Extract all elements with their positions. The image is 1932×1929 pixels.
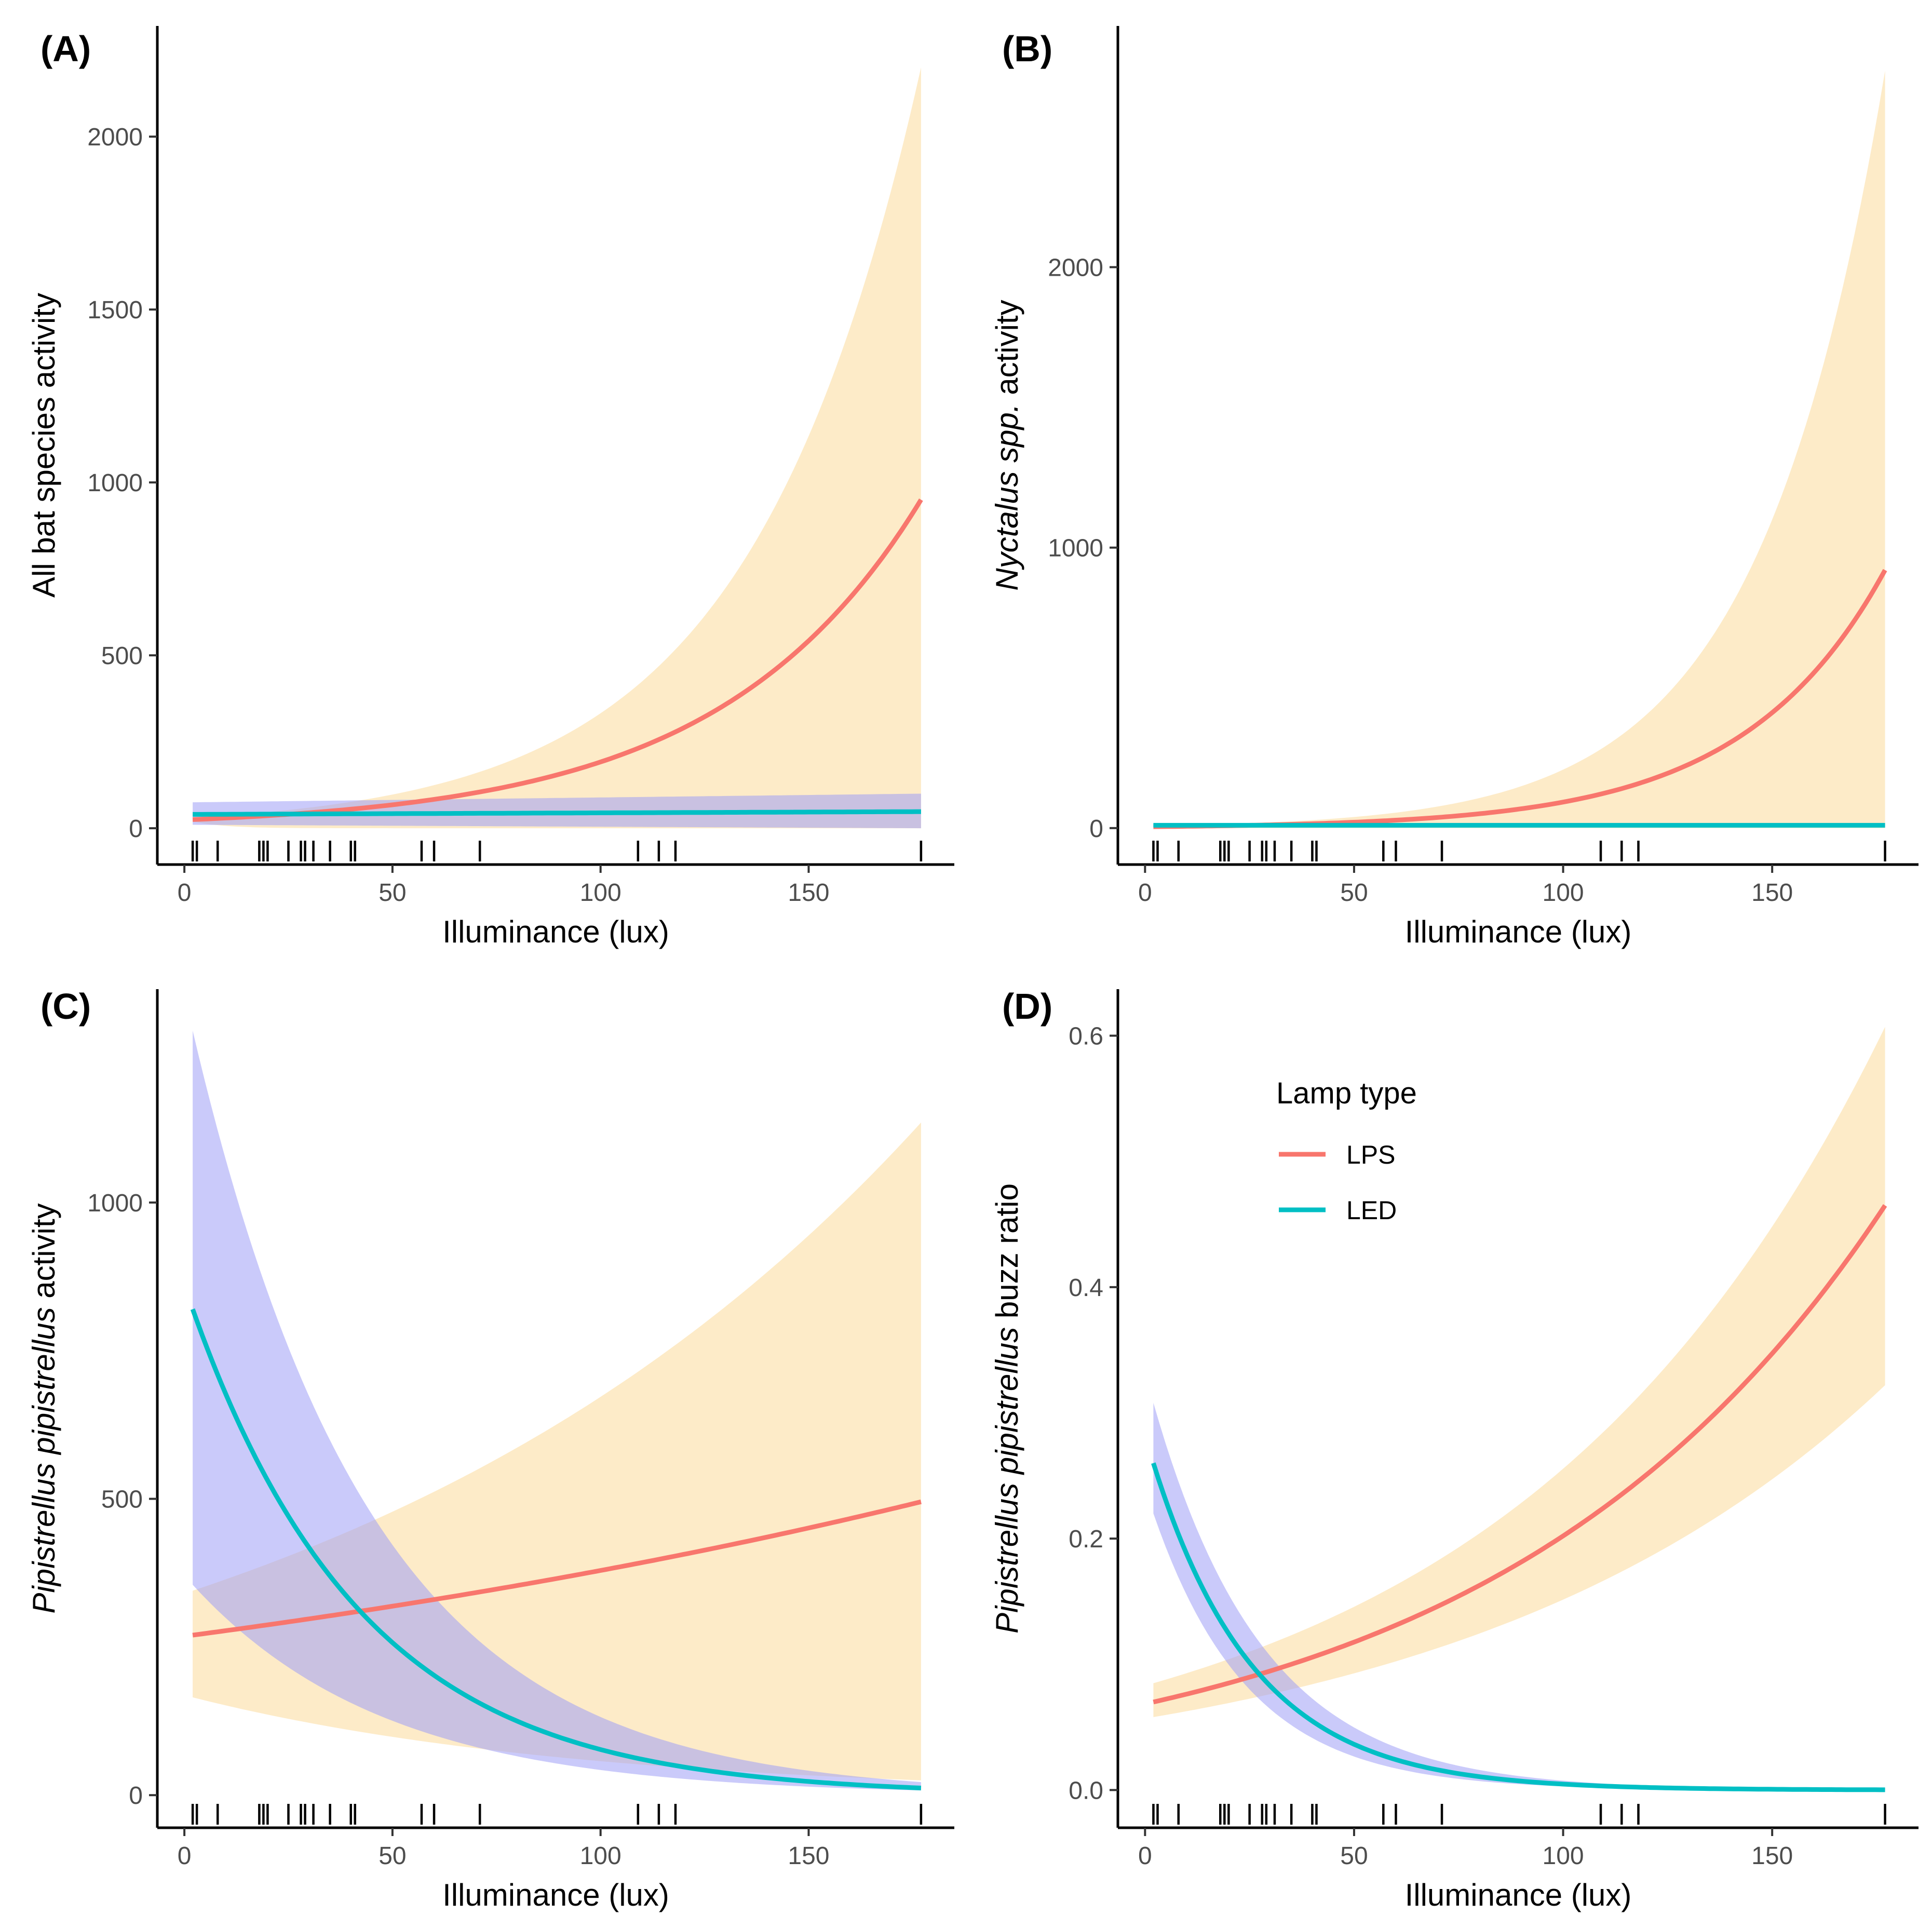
x-tick-label: 50: [1340, 1842, 1368, 1870]
y-tick-label: 0.4: [1069, 1274, 1103, 1302]
y-tick-label: 500: [101, 642, 143, 670]
panel-A: 0 500 1000 1500 2000 0 50 100 150 Illuminance (lu…: [26, 26, 954, 949]
legend-label-led: LED: [1346, 1196, 1397, 1225]
x-axis-title: Illuminance (lux): [442, 1878, 669, 1912]
y-axis-title: Pipistrellus pipistrellus activity: [26, 1203, 61, 1613]
legend-title: Lamp type: [1276, 1076, 1417, 1110]
y-tick-label: 2000: [1048, 254, 1103, 282]
panel-C: 0 500 1000 0 50 100 150 Illuminance (lux) Pipist…: [26, 986, 954, 1912]
line-lps-C: [192, 1499, 922, 1638]
y-tick-label: 1000: [87, 469, 143, 497]
y-tick-label: 1000: [87, 1190, 143, 1217]
y-axis-title-italic: Pipistrellus pipistrellus: [26, 1307, 61, 1613]
y-axis-title-plain: activity: [26, 1203, 61, 1307]
ribbon-lps-D: [1153, 1027, 1885, 1717]
x-axis-title: Illuminance (lux): [1405, 1878, 1632, 1912]
y-axis-title-plain: buzz ratio: [990, 1183, 1024, 1327]
x-tick-label: 0: [178, 879, 192, 907]
ribbon-lps-A: [193, 67, 921, 829]
line-lps-D: [1153, 1204, 1887, 1705]
x-tick-label: 0: [1138, 879, 1152, 907]
legend: Lamp type LPS LED: [1276, 1076, 1417, 1225]
x-tick-label: 100: [1543, 879, 1584, 907]
y-tick-label: 0: [129, 815, 143, 843]
x-tick-label: 50: [379, 1842, 406, 1870]
x-tick-label: 150: [788, 879, 829, 907]
panel-label: (A): [40, 29, 91, 69]
panel-label: (C): [40, 986, 91, 1027]
line-led-D: [1151, 1462, 1885, 1792]
line-led-C: [190, 1308, 922, 1790]
panel-D: 0.0 0.2 0.4 0.6 0 50 100 150 Illuminance (lux) Pi…: [990, 986, 1919, 1912]
y-axis-title: Pipistrellus pipistrellus buzz ratio: [990, 1183, 1024, 1634]
y-tick-label: 2000: [87, 124, 143, 151]
x-tick-label: 150: [1751, 879, 1793, 907]
ribbon-led-C: [193, 1030, 921, 1791]
x-tick-label: 50: [1340, 879, 1368, 907]
x-axis-title: Illuminance (lux): [442, 914, 669, 949]
panel-label: (D): [1002, 986, 1052, 1027]
x-axis-title: Illuminance (lux): [1405, 914, 1632, 949]
ribbon-lps-B: [1153, 71, 1885, 828]
y-tick-label: 0.0: [1069, 1777, 1103, 1804]
legend-label-lps: LPS: [1346, 1140, 1396, 1169]
x-tick-label: 50: [379, 879, 406, 907]
y-tick-label: 1000: [1048, 535, 1103, 562]
x-tick-label: 150: [788, 1842, 829, 1870]
x-tick-label: 100: [580, 1842, 622, 1870]
x-tick-label: 0: [178, 1842, 192, 1870]
y-tick-label: 1500: [87, 296, 143, 324]
y-axis-title: Nyctalus spp. activity: [990, 300, 1024, 590]
x-tick-label: 150: [1751, 1842, 1793, 1870]
x-tick-label: 100: [1543, 1842, 1584, 1870]
x-tick-label: 0: [1138, 1842, 1152, 1870]
y-tick-label: 0: [1089, 815, 1103, 843]
y-axis-title: All bat species activity: [26, 293, 61, 598]
y-tick-label: 0: [129, 1782, 143, 1810]
x-tick-label: 100: [580, 879, 622, 907]
y-axis-title-italic: Nyctalus spp.: [990, 403, 1024, 590]
y-tick-label: 0.6: [1069, 1023, 1103, 1050]
y-axis-title-italic: Pipistrellus pipistrellus: [990, 1327, 1024, 1634]
panel-label: (B): [1002, 29, 1052, 69]
y-tick-label: 500: [101, 1486, 143, 1514]
y-tick-label: 0.2: [1069, 1526, 1103, 1553]
line-led-A: [193, 809, 921, 817]
y-axis-title-plain: activity: [990, 300, 1024, 403]
panel-B: 0 1000 2000 0 50 100 150 Illuminance (lux) Nycta…: [990, 26, 1919, 949]
